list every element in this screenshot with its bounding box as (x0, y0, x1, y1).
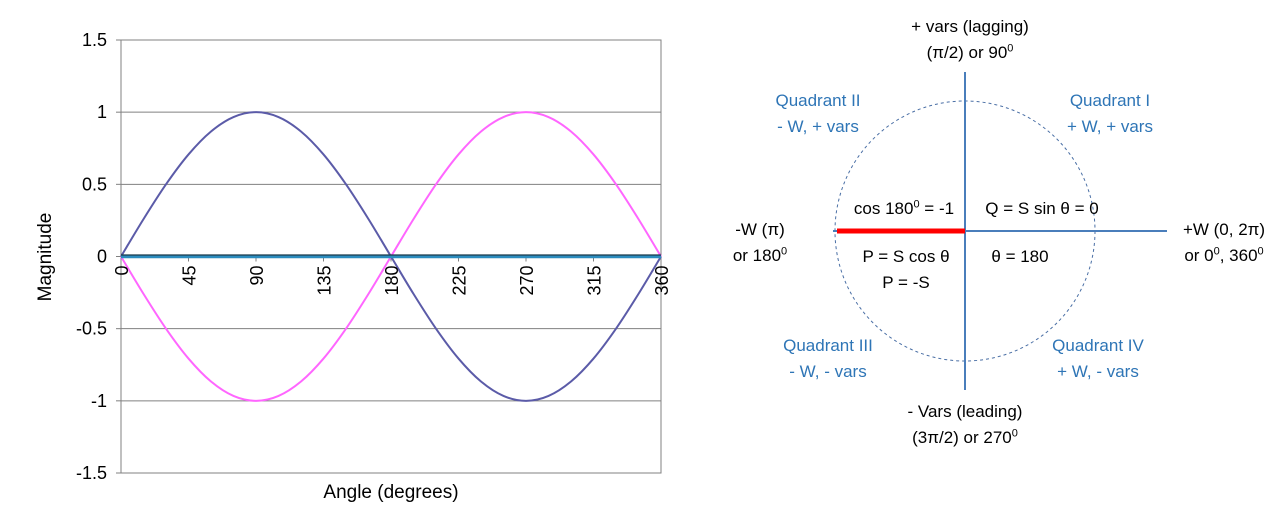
series-layer (120, 111, 662, 402)
quadrant-2-title: Quadrant II (775, 91, 861, 110)
x-tick-label: 90 (247, 266, 267, 286)
top-label-sup: 0 (1007, 42, 1014, 55)
quadrant-3-signs: - W, - vars (789, 362, 867, 381)
y-tick-label: 0.5 (82, 174, 107, 194)
x-tick-label: 225 (450, 266, 470, 296)
x-tick-labels: 0 45 90 135 180 225 270 315 360 (112, 266, 672, 296)
right-label-sup-b: 0 (1257, 245, 1264, 258)
theta-label: θ = 180 (991, 247, 1049, 266)
x-tick-label: 45 (180, 266, 200, 286)
quadrant-2-label: Quadrant II - W, + vars (748, 88, 888, 140)
quadrant-1-label: Quadrant I + W, + vars (1040, 88, 1180, 140)
quadrant-3-label: Quadrant III - W, - vars (758, 333, 898, 385)
y-tick-label: 0 (97, 247, 107, 267)
quadrant-1-signs: + W, + vars (1067, 117, 1153, 136)
cos-label-sup: 0 (913, 198, 920, 211)
p-value-line: P = -S (882, 273, 930, 292)
cos-label: cos 1800 = -1 (848, 196, 960, 222)
sine-wave-chart: 1.5 1 0.5 0 -0.5 -1 -1.5 0 45 90 135 180 225 270 315 3… (35, 30, 672, 503)
left-label-sup: 0 (781, 245, 788, 258)
quadrant-diagram-graphics (833, 72, 1167, 390)
top-label-line1: + vars (lagging) (911, 17, 1029, 36)
bottom-label-text: (3π/2) or 270 (912, 428, 1012, 447)
quadrant-3-title: Quadrant III (783, 336, 873, 355)
right-label-line1: +W (0, 2π) (1182, 220, 1266, 239)
bottom-label-line2: (3π/2) or 2700 (865, 425, 1065, 451)
x-tick-label: 135 (315, 266, 335, 296)
quadrant-4-label: Quadrant IV + W, - vars (1028, 333, 1168, 385)
p-equation-line: P = S cos θ (862, 247, 950, 266)
quadrant-2-signs: - W, + vars (777, 117, 859, 136)
right-label-line2: or 00, 3600 (1168, 243, 1280, 269)
right-label-sup-a: 0 (1213, 245, 1220, 258)
x-tick-label: 270 (517, 266, 537, 296)
power-quadrant-diagram: + vars (lagging) (π/2) or 900 Quadrant I… (700, 0, 1285, 522)
quadrant-1-title: Quadrant I (1069, 91, 1151, 110)
y-tick-labels: 1.5 1 0.5 0 -0.5 -1 -1.5 (76, 30, 107, 483)
q-equation-label: Q = S sin θ = 0 (985, 199, 1099, 218)
y-tick-label: -1 (91, 391, 107, 411)
right-label-text-a: or 0 (1184, 246, 1214, 265)
left-axis-label: -W (π) or 1800 (708, 217, 812, 269)
left-label-line1: -W (π) (735, 220, 785, 239)
top-label-line2: (π/2) or 900 (870, 40, 1070, 66)
y-tick-label: -1.5 (76, 463, 107, 483)
x-tick-label: 360 (652, 266, 672, 296)
left-label-text: or 180 (732, 246, 782, 265)
y-tick-label: 1 (97, 102, 107, 122)
top-label-text: (π/2) or 90 (926, 43, 1008, 62)
quadrant-4-title: Quadrant IV (1052, 336, 1144, 355)
x-axis-label: Angle (degrees) (323, 482, 458, 503)
x-tick-label: 180 (382, 266, 402, 296)
bottom-label-sup: 0 (1011, 427, 1018, 440)
left-label-line2: or 1800 (708, 243, 812, 269)
x-tick-label: 315 (585, 266, 605, 296)
y-axis-label: Magnitude (35, 213, 56, 302)
right-axis-label: +W (0, 2π) or 00, 3600 (1168, 217, 1280, 269)
cos-label-text: cos 180 (853, 199, 914, 218)
y-tick-label: 1.5 (82, 30, 107, 50)
right-label-text-b: , 360 (1219, 246, 1258, 265)
y-tick-label: -0.5 (76, 319, 107, 339)
bottom-axis-label: - Vars (leading) (3π/2) or 2700 (865, 399, 1065, 451)
quadrant-4-signs: + W, - vars (1057, 362, 1139, 381)
x-tick-label: 0 (112, 266, 132, 276)
top-axis-label: + vars (lagging) (π/2) or 900 (870, 14, 1070, 66)
cos-label-tail: = -1 (919, 199, 955, 218)
p-equation-label: P = S cos θ P = -S (850, 244, 962, 296)
bottom-label-line1: - Vars (leading) (907, 402, 1023, 421)
